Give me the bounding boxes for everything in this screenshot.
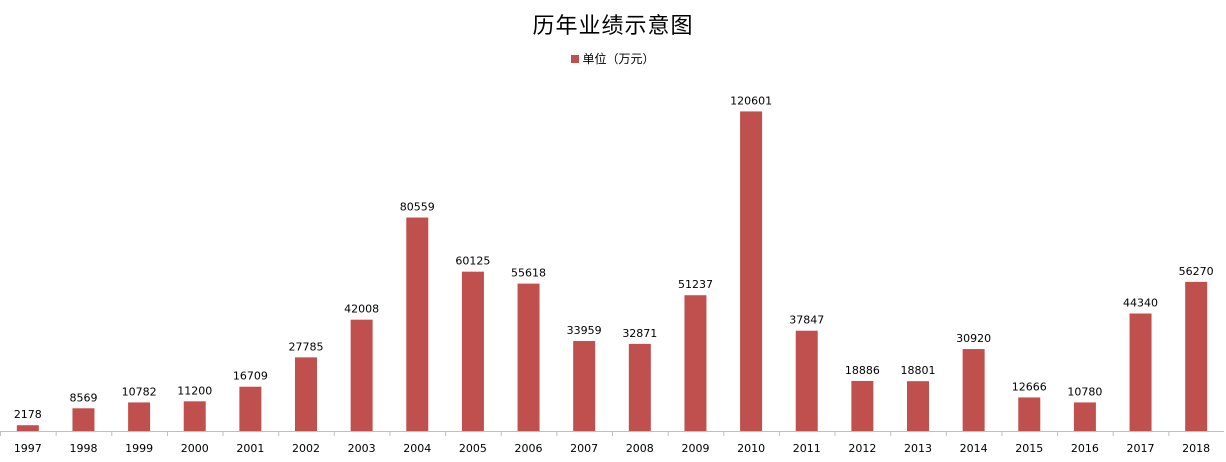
x-tick-label-2014: 2014 bbox=[960, 442, 988, 455]
x-tick-label-2011: 2011 bbox=[793, 442, 821, 455]
x-tick-label-2016: 2016 bbox=[1071, 442, 1099, 455]
x-tick-label-2007: 2007 bbox=[570, 442, 598, 455]
data-label-2017: 44340 bbox=[1123, 296, 1158, 309]
data-label-2011: 37847 bbox=[789, 314, 824, 327]
data-label-2014: 30920 bbox=[956, 332, 991, 345]
data-label-2018: 56270 bbox=[1179, 265, 1214, 278]
x-tick-label-1999: 1999 bbox=[125, 442, 153, 455]
bar-2001 bbox=[239, 386, 262, 431]
bar-1999 bbox=[128, 402, 151, 431]
data-label-2010: 120601 bbox=[730, 94, 772, 107]
bar-1997 bbox=[16, 425, 39, 431]
bar-2009 bbox=[684, 295, 707, 431]
bar-2004 bbox=[406, 217, 429, 431]
data-label-2012: 18886 bbox=[845, 364, 880, 377]
bar-2008 bbox=[628, 343, 651, 431]
x-tick-label-2003: 2003 bbox=[348, 442, 376, 455]
data-label-2002: 27785 bbox=[289, 340, 324, 353]
data-label-2013: 18801 bbox=[901, 364, 936, 377]
data-label-2009: 51237 bbox=[678, 278, 713, 291]
x-tick-label-2018: 2018 bbox=[1182, 442, 1210, 455]
x-tick-label-2009: 2009 bbox=[681, 442, 709, 455]
x-tick-label-2012: 2012 bbox=[848, 442, 876, 455]
x-tick-label-2005: 2005 bbox=[459, 442, 487, 455]
data-label-2004: 80559 bbox=[400, 201, 435, 214]
data-label-2015: 12666 bbox=[1012, 380, 1047, 393]
x-tick-label-2010: 2010 bbox=[737, 442, 765, 455]
x-tick-label-2015: 2015 bbox=[1015, 442, 1043, 455]
bar-2005 bbox=[461, 271, 484, 431]
x-tick-label-2008: 2008 bbox=[626, 442, 654, 455]
data-label-2005: 60125 bbox=[455, 255, 490, 268]
x-tick-label-2001: 2001 bbox=[236, 442, 264, 455]
data-label-2000: 11200 bbox=[177, 384, 212, 397]
bar-2003 bbox=[350, 319, 373, 431]
data-label-1997: 2178 bbox=[14, 408, 42, 421]
x-tick-label-2004: 2004 bbox=[403, 442, 431, 455]
x-tick-label-1998: 1998 bbox=[69, 442, 97, 455]
x-tick-label-2000: 2000 bbox=[181, 442, 209, 455]
x-tick-label-2013: 2013 bbox=[904, 442, 932, 455]
data-label-2003: 42008 bbox=[344, 303, 379, 316]
bar-2018 bbox=[1185, 281, 1208, 431]
legend: 单位（万元） bbox=[0, 50, 1226, 67]
bar-2017 bbox=[1129, 313, 1152, 431]
bar-2015 bbox=[1018, 397, 1041, 431]
bar-2013 bbox=[907, 381, 929, 431]
chart-title: 历年业绩示意图 bbox=[532, 14, 694, 39]
bar-2016 bbox=[1073, 402, 1096, 431]
data-label-1999: 10782 bbox=[122, 385, 157, 398]
bar-2007 bbox=[573, 341, 596, 431]
data-label-2001: 16709 bbox=[233, 370, 268, 383]
legend-label: 单位（万元） bbox=[582, 52, 655, 66]
data-label-2006: 55618 bbox=[511, 267, 546, 280]
data-label-2007: 33959 bbox=[567, 324, 602, 337]
bar-2002 bbox=[295, 357, 317, 431]
bar-2012 bbox=[851, 380, 874, 431]
x-tick-label-1997: 1997 bbox=[14, 442, 42, 455]
x-tick-label-2017: 2017 bbox=[1127, 442, 1155, 455]
data-label-2016: 10780 bbox=[1067, 385, 1102, 398]
bar-2014 bbox=[962, 349, 985, 431]
bar-2006 bbox=[517, 283, 540, 431]
bar-2010 bbox=[740, 111, 763, 431]
data-label-1998: 8569 bbox=[69, 391, 97, 404]
bar-2000 bbox=[183, 401, 206, 431]
bar-1998 bbox=[72, 408, 95, 431]
bar-2011 bbox=[795, 330, 818, 431]
legend-swatch-icon bbox=[571, 54, 580, 63]
data-label-2008: 32871 bbox=[622, 327, 657, 340]
x-tick-label-2006: 2006 bbox=[515, 442, 543, 455]
x-tick-label-2002: 2002 bbox=[292, 442, 320, 455]
